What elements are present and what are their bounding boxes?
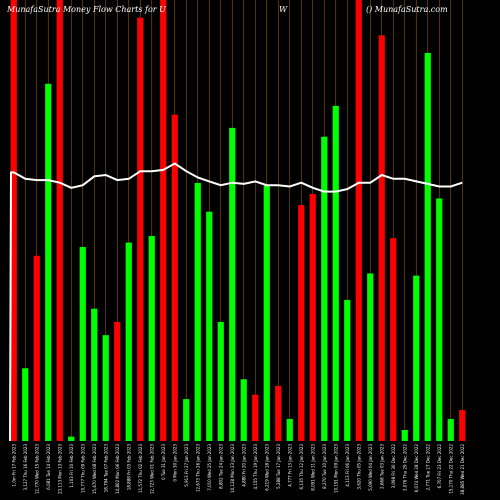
bar — [125, 242, 132, 441]
tick-label: 7,010 Wed 25 Jan 2023 — [207, 444, 212, 491]
bar — [424, 52, 431, 442]
tick-label: 1,103 Fri 10 Feb 2023 — [69, 444, 74, 488]
bar — [355, 0, 362, 441]
bar-layer — [10, 0, 466, 442]
tick-label: 3,127 Thu 16 Feb 2023 — [23, 444, 28, 491]
tick-label: 15,170 Thu 22 Dec 2022 — [448, 444, 453, 494]
bar — [344, 299, 351, 441]
bar — [390, 238, 397, 441]
tick-label: 6,074 Wed 28 Dec 2022 — [414, 444, 419, 493]
tick-label: 8,091 Wed 11 Jan 2023 — [310, 444, 315, 491]
tick-label: 1.0m Fri 17 Feb 2023 — [11, 444, 16, 487]
bar — [91, 308, 98, 441]
tick-label: 8,802 Tue 24 Jan 2023 — [218, 444, 223, 489]
label-layer: 1.0m Fri 17 Feb 2023 3,127 Thu 16 Feb 202… — [11, 444, 465, 495]
tick-label: 4,777 Fri 13 Jan 2023 — [287, 444, 292, 487]
tick-label: 14,802 Mon 06 Feb 2023 — [115, 444, 120, 494]
bar — [102, 335, 109, 441]
bar — [114, 321, 121, 441]
tick-label: 3,076 Thu 29 Dec 2022 — [402, 444, 407, 492]
tick-label: 15,470 Wed 08 Feb 2023 — [92, 444, 97, 495]
tick-label: 5,913 Fri 27 Jan 2023 — [184, 444, 189, 487]
bar — [252, 394, 259, 441]
tick-label: 10,191 Mon 09 Jan 2023 — [333, 444, 338, 493]
tick-label: 0 Mon 30 Jan 2023 — [172, 444, 177, 482]
bar — [378, 35, 385, 441]
tick-label: 10,128 Mon 23 Jan 2023 — [230, 444, 235, 493]
tick-label: 4,880 Fri 20 Jan 2023 — [241, 444, 246, 487]
money-flow-line — [9, 162, 463, 442]
tick-label: 3,098 Fri 30 Dec 2022 — [391, 444, 396, 489]
tick-label: 5,090 Wed 04 Jan 2023 — [368, 444, 373, 491]
tick-label: 11,572 Thu 02 Feb 2023 — [138, 444, 143, 493]
bar — [286, 418, 293, 441]
bar — [56, 0, 63, 441]
tick-label: 6,219 Wed 18 Jan 2023 — [264, 444, 269, 491]
bar — [22, 368, 29, 441]
bar — [436, 198, 443, 441]
bar — [263, 185, 270, 441]
tick-label: 3,620 Thu 05 Jan 2023 — [356, 444, 361, 490]
tick-label: 38,885 Wed 21 Dec 2022 — [460, 444, 465, 495]
bar — [148, 235, 155, 441]
tick-label: 4,155 Thu 19 Jan 2023 — [253, 444, 258, 490]
bar — [137, 17, 144, 441]
bar — [229, 127, 236, 441]
bar — [240, 379, 247, 441]
bar — [275, 385, 282, 441]
bar — [413, 275, 420, 441]
tick-label: 6,135 Thu 12 Jan 2023 — [299, 444, 304, 490]
bar — [45, 83, 52, 441]
bar — [160, 0, 167, 441]
bar — [321, 136, 328, 441]
bar — [183, 399, 190, 441]
tick-label: 12,723 Wed 01 Feb 2023 — [149, 444, 154, 495]
tick-label: 23,113 Mon 13 Feb 2023 — [57, 444, 62, 494]
bar — [68, 436, 75, 441]
bar — [447, 418, 454, 441]
bar — [206, 211, 213, 441]
chart-title-symbol: W — [279, 5, 288, 14]
tick-label: 12,770 Wed 15 Feb 2023 — [34, 444, 39, 495]
tick-label: 18,794 Tue 07 Feb 2023 — [103, 444, 108, 493]
bar — [332, 105, 339, 441]
tick-label: 6,707 Fri 23 Dec 2022 — [437, 444, 442, 489]
bar — [401, 429, 408, 441]
bar — [217, 321, 224, 441]
bar — [194, 183, 201, 441]
tick-label: 2,668 Tue 03 Jan 2023 — [379, 444, 384, 489]
tick-label: 4,113 Fri 06 Jan 2023 — [345, 444, 350, 487]
bar — [171, 114, 178, 441]
line-layer — [9, 162, 463, 442]
bar — [79, 246, 86, 441]
bar — [367, 273, 374, 441]
bar — [459, 410, 466, 441]
bar — [309, 194, 316, 441]
watermark-text: () MunafaSutra.com — [366, 5, 448, 14]
bar — [298, 205, 305, 441]
chart-title: MunafaSutra Money Flow Charts for U — [6, 5, 166, 14]
tick-label: 10,777 Thu 09 Feb 2023 — [80, 444, 85, 493]
tick-label: 0 Tue 31 Jan 2023 — [161, 444, 166, 480]
tick-label: 8,270 Tue 10 Jan 2023 — [322, 444, 327, 489]
tick-label: 18,888 Fri 03 Feb 2023 — [126, 444, 131, 491]
bar — [33, 255, 40, 441]
tick-label: 2,771 Tue 27 Dec 2022 — [425, 444, 430, 491]
tick-label: 6,081 Tue 14 Feb 2023 — [46, 444, 51, 490]
tick-label: 12,673 Thu 26 Jan 2023 — [195, 444, 200, 492]
tick-label: 5,288 Tue 17 Jan 2023 — [276, 444, 281, 489]
bar — [10, 0, 17, 441]
